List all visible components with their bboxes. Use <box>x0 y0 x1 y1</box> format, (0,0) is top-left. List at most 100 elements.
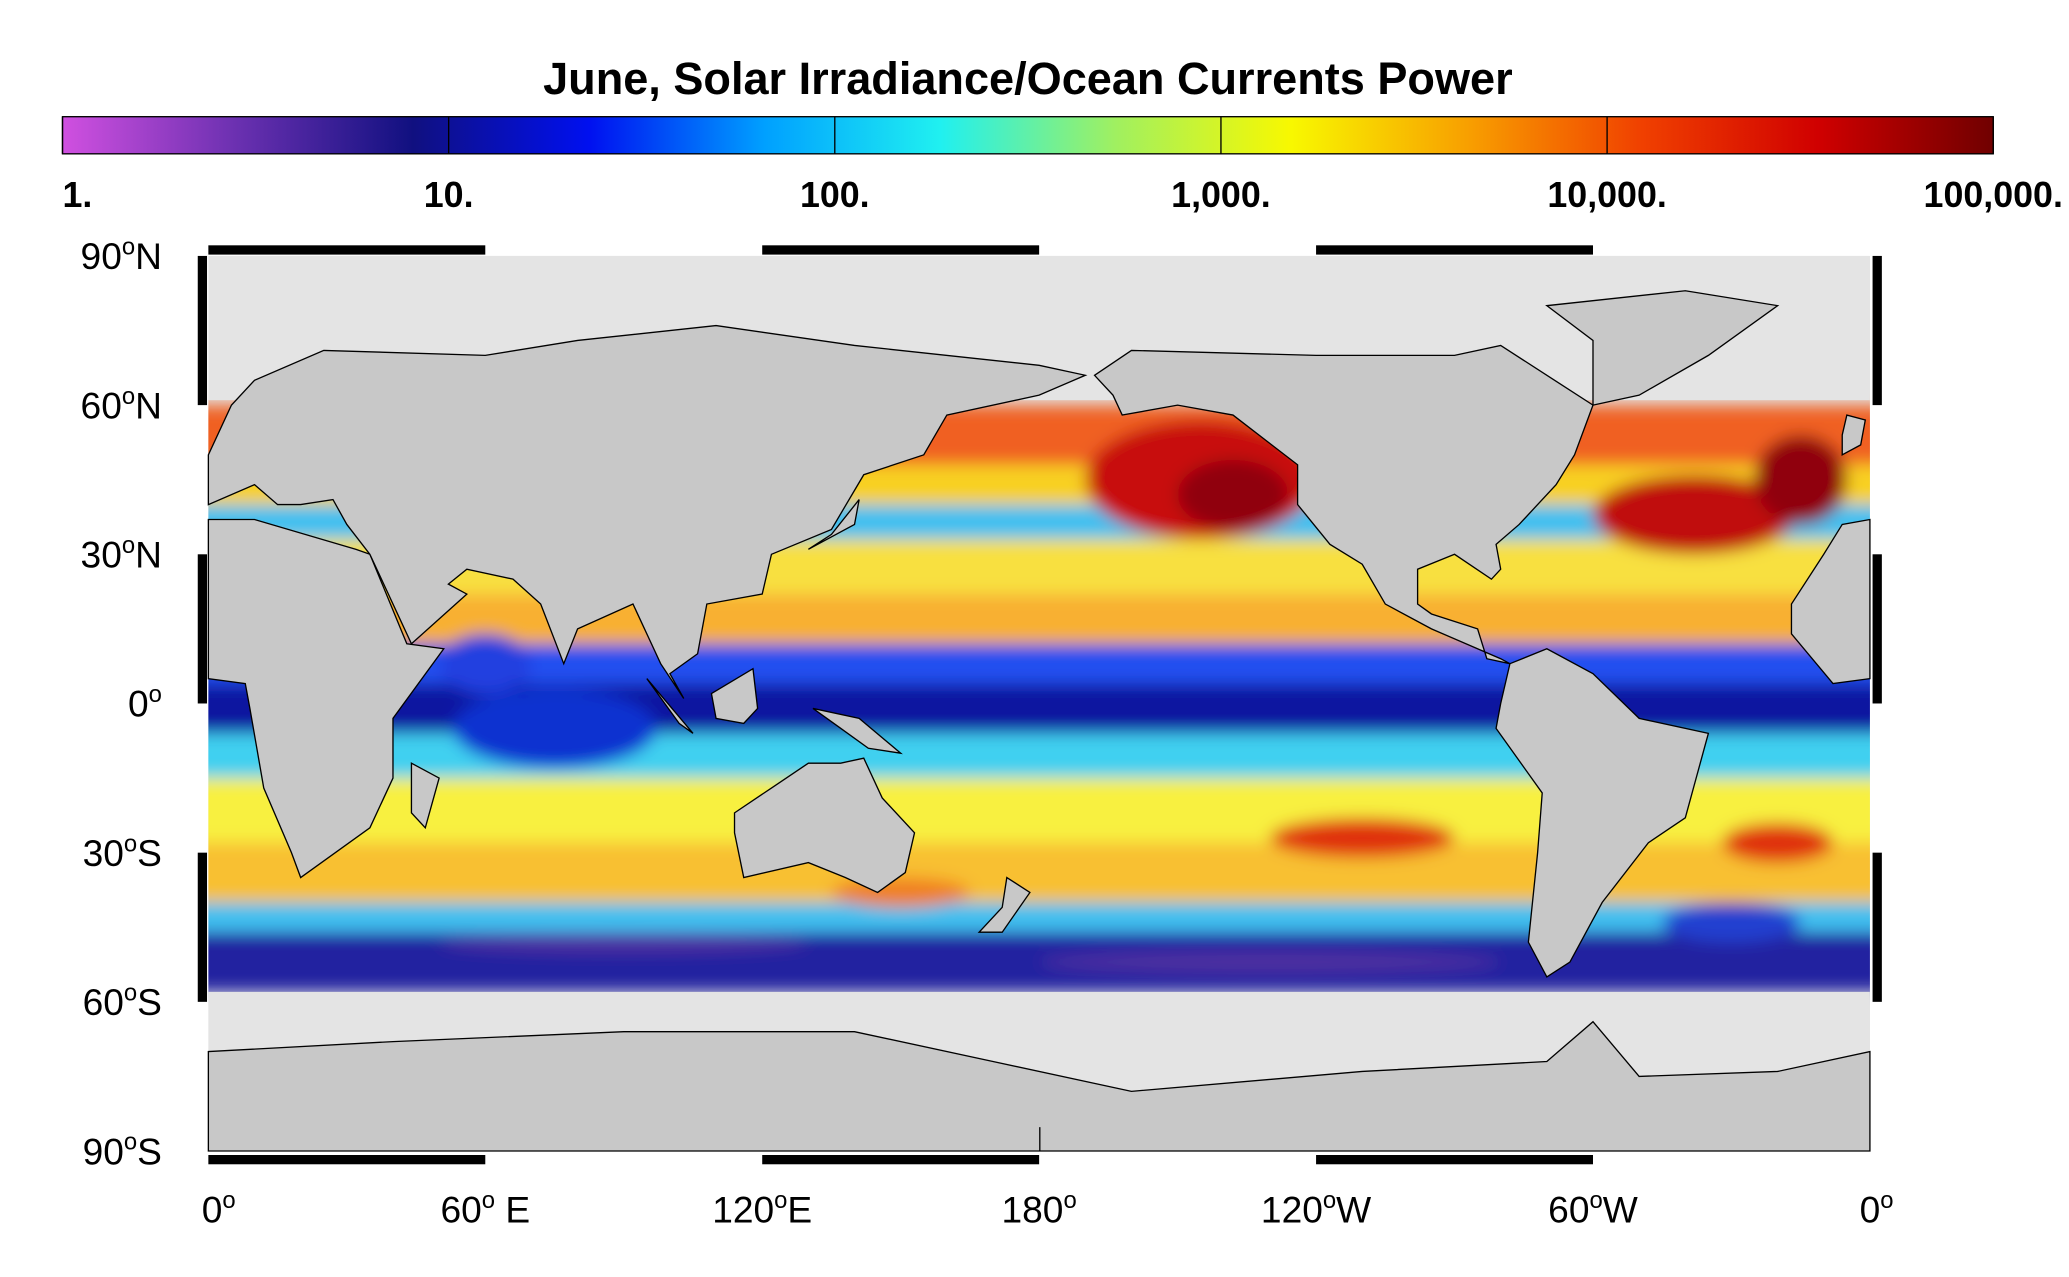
latitude-label: 30oS <box>83 830 162 874</box>
latitude-label-degree: o <box>124 1129 137 1156</box>
latitude-label-degree: o <box>124 830 137 857</box>
landmass <box>410 762 440 830</box>
latitude-label-number: 60 <box>81 384 122 426</box>
longitude-label-number: 180 <box>1002 1189 1064 1231</box>
landmass <box>207 1020 1871 1152</box>
latitude-label-hemisphere: N <box>135 235 162 277</box>
ocean-feature <box>1722 822 1833 863</box>
landmass <box>733 757 916 894</box>
longitude-label: 60o E <box>440 1187 530 1231</box>
colorbar-tick-label: 100,000. <box>1924 175 2063 215</box>
latitude-label: 90oS <box>83 1129 162 1173</box>
ocean-feature <box>831 877 970 908</box>
frame-bar <box>1872 852 1882 1002</box>
longitude-label-degree: o <box>222 1187 235 1214</box>
frame-bar <box>197 852 208 1002</box>
latitude-label: 60oN <box>81 383 162 427</box>
latitude-label-degree: o <box>122 532 135 559</box>
ocean-feature <box>1039 952 1501 973</box>
ocean-feature <box>452 688 657 769</box>
longitude-label-number: 0 <box>1860 1189 1881 1231</box>
longitude-label-degree: o <box>1063 1187 1076 1214</box>
latitude-label-hemisphere: N <box>135 384 162 426</box>
longitude-label-hemisphere: W <box>1603 1189 1638 1231</box>
longitude-label-degree: o <box>1589 1187 1602 1214</box>
longitude-label-hemisphere: E <box>787 1189 812 1231</box>
frame-bar <box>762 245 1040 255</box>
latitude-label-number: 0 <box>128 683 149 725</box>
latitude-label-hemisphere: S <box>137 981 162 1023</box>
frame-bar <box>1872 554 1882 704</box>
longitude-label-degree: o <box>774 1187 787 1214</box>
longitude-label: 120oW <box>1261 1187 1371 1231</box>
ocean-feature <box>1593 474 1797 555</box>
landmass <box>1545 290 1780 406</box>
landmass <box>1841 414 1867 456</box>
ocean-feature <box>1662 902 1801 943</box>
longitude-label: 120oE <box>712 1187 812 1231</box>
latitude-label-hemisphere: N <box>135 534 162 576</box>
latitude-label-number: 60 <box>83 981 124 1023</box>
frame-bar <box>1316 1155 1593 1165</box>
colorbar-tick-label: 10,000. <box>1547 175 1666 215</box>
longitude-label-hemisphere: W <box>1336 1189 1371 1231</box>
frame-bar <box>197 255 208 406</box>
longitude-label-degree: o <box>482 1187 495 1214</box>
latitude-label-hemisphere: S <box>137 1130 162 1172</box>
longitude-label-degree: o <box>1880 1187 1893 1214</box>
colorbar <box>61 116 1994 155</box>
frame-bar <box>762 1155 1040 1165</box>
frame-bar <box>208 245 486 255</box>
frame-bar <box>1872 255 1882 406</box>
longitude-label-number: 60 <box>1548 1189 1589 1231</box>
colorbar-tick-label: 100. <box>800 175 870 215</box>
longitude-label: 0o <box>1860 1187 1894 1231</box>
landmass <box>812 707 903 755</box>
landmass <box>1790 518 1871 685</box>
latitude-label: 30oN <box>81 532 162 576</box>
ocean-band <box>208 902 1870 933</box>
longitude-label: 0o <box>202 1187 236 1231</box>
latitude-label-hemisphere: S <box>137 832 162 874</box>
landmass <box>207 518 445 879</box>
ocean-feature <box>1754 434 1847 525</box>
latitude-label-number: 30 <box>81 534 122 576</box>
latitude-label-number: 90 <box>81 235 122 277</box>
frame-bar <box>208 1155 486 1165</box>
longitude-label-number: 120 <box>1261 1189 1323 1231</box>
longitude-label: 180o <box>1002 1187 1077 1231</box>
longitude-label-hemisphere: E <box>495 1189 530 1231</box>
ocean-feature <box>1269 817 1455 858</box>
longitude-label-number: 0 <box>202 1189 223 1231</box>
frame-bar <box>1316 245 1593 255</box>
latitude-label-number: 90 <box>83 1130 124 1172</box>
colorbar-tick-label: 1. <box>62 175 92 215</box>
latitude-label-number: 30 <box>83 832 124 874</box>
colorbar-tick-label: 10. <box>424 175 474 215</box>
longitude-label: 60oW <box>1548 1187 1638 1231</box>
latitude-label: 0o <box>128 681 162 725</box>
landmass <box>646 678 694 734</box>
longitude-label-number: 60 <box>440 1189 481 1231</box>
latitude-label-degree: o <box>122 383 135 410</box>
latitude-label-degree: o <box>124 980 137 1007</box>
ocean-feature <box>1177 459 1289 530</box>
latitude-label-degree: o <box>149 681 162 708</box>
landmass <box>1495 648 1710 978</box>
latitude-label: 60oS <box>83 980 162 1024</box>
ocean-feature <box>439 633 532 694</box>
colorbar-tick-label: 1,000. <box>1171 175 1271 215</box>
land <box>207 290 1871 1152</box>
title: June, Solar Irradiance/Ocean Currents Po… <box>543 53 1513 104</box>
longitude-label-number: 120 <box>712 1189 774 1231</box>
landmass <box>808 499 860 550</box>
longitude-label-degree: o <box>1323 1187 1336 1214</box>
latitude-label: 90oN <box>81 234 162 278</box>
landmass <box>207 324 1088 699</box>
ocean-feature <box>439 932 809 953</box>
latitude-label-degree: o <box>122 234 135 261</box>
landmass <box>977 876 1031 933</box>
frame-bar <box>197 554 208 704</box>
